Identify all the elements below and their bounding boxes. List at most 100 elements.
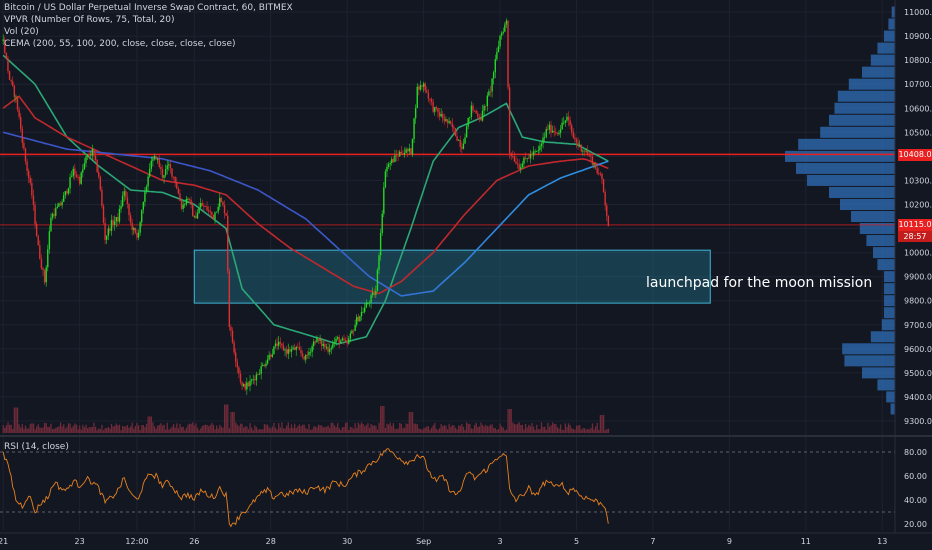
candle-body	[171, 168, 173, 177]
candle-body	[457, 139, 460, 141]
volume-bar	[142, 425, 145, 433]
candle-body	[453, 127, 455, 129]
volume-bar	[313, 426, 315, 433]
candle-body	[360, 312, 363, 317]
volume-bar	[297, 426, 299, 433]
candle-body	[426, 90, 428, 93]
candle-body	[578, 144, 581, 146]
candle-body	[201, 203, 203, 206]
volume-bar	[295, 427, 297, 433]
volume-bar	[395, 429, 398, 433]
volume-legend[interactable]: Vol (20)	[4, 27, 39, 37]
volume-bar	[144, 427, 146, 433]
vpvr-legend[interactable]: VPVR (Number Of Rows, 75, Total, 20)	[4, 15, 175, 25]
volume-bar	[558, 428, 560, 433]
candle-body	[472, 105, 474, 111]
candle-body	[214, 212, 216, 220]
volume-bar	[392, 423, 395, 433]
y-tick-label: 9500.0	[904, 369, 932, 378]
volume-bar	[445, 425, 447, 433]
candle-body	[313, 341, 315, 347]
candle-body	[384, 171, 387, 188]
candle-body	[308, 352, 310, 356]
volume-bar	[48, 426, 51, 433]
candle-body	[513, 156, 516, 162]
candle-body	[566, 116, 568, 121]
volume-bar	[163, 424, 165, 433]
volume-bar	[580, 429, 582, 433]
candle-body	[32, 195, 35, 206]
rsi-legend[interactable]: RSI (14, close)	[4, 441, 69, 453]
launchpad-zone[interactable]	[193, 249, 711, 304]
volume-profile-row	[844, 355, 895, 367]
candle-body	[254, 379, 256, 381]
candle-body	[289, 349, 291, 352]
candle-body	[152, 159, 154, 161]
volume-bar	[225, 404, 227, 433]
candle-body	[168, 164, 170, 166]
volume-bar	[203, 425, 205, 433]
volume-bar	[271, 426, 274, 433]
volume-bar	[51, 428, 54, 433]
volume-bar	[165, 429, 167, 433]
candle-body	[169, 164, 172, 169]
volume-bar	[456, 429, 458, 433]
candle-body	[500, 32, 503, 36]
volume-bar	[399, 422, 401, 433]
zone-annotation[interactable]: launchpad for the moon mission	[646, 275, 873, 291]
volume-bar	[220, 426, 223, 433]
volume-bar	[260, 429, 262, 433]
volume-bar	[32, 423, 35, 433]
volume-bar	[137, 425, 140, 433]
candle-body	[402, 153, 404, 155]
candle-body	[601, 173, 603, 180]
candle-body	[7, 58, 9, 72]
volume-bar	[200, 428, 202, 433]
candle-body	[260, 366, 262, 374]
candle-body	[356, 316, 358, 325]
candle-body	[242, 384, 245, 387]
y-tick-label: 9400.0	[904, 393, 932, 402]
x-tick-label: 26	[189, 537, 199, 546]
candle-body	[190, 199, 192, 205]
volume-bar	[599, 415, 602, 433]
candle-body	[287, 349, 289, 354]
volume-bar	[552, 422, 554, 433]
candle-body	[187, 198, 189, 200]
volume-bar	[550, 425, 552, 433]
volume-bar	[2, 424, 4, 433]
rsi-pane[interactable]	[0, 448, 895, 528]
volume-bar	[55, 427, 57, 433]
cema-legend[interactable]: CEMA (200, 55, 100, 200, close, close, c…	[4, 39, 236, 49]
volume-profile-row	[807, 174, 895, 186]
candle-body	[563, 122, 565, 124]
volume-profile-row	[890, 403, 895, 415]
candle-body	[464, 137, 466, 144]
candle-body	[8, 71, 11, 80]
candle-body	[561, 122, 563, 130]
volume-bar	[372, 425, 374, 433]
candle-body	[502, 31, 504, 33]
candle-body	[462, 143, 465, 149]
candle-body	[571, 125, 573, 133]
candle-body	[328, 349, 331, 352]
volume-profile-row	[829, 186, 895, 198]
candle-body	[27, 170, 30, 179]
volume-bar	[591, 423, 594, 433]
volume-bar	[534, 430, 536, 433]
candle-body	[438, 112, 441, 117]
candle-body	[233, 342, 235, 353]
candle-body	[223, 205, 226, 214]
horizontal-lines[interactable]	[0, 153, 895, 226]
volume-bar	[16, 407, 19, 433]
volume-bar	[179, 423, 181, 433]
candle-body	[480, 118, 482, 121]
volume-bar	[373, 425, 375, 433]
volume-bar	[478, 426, 481, 433]
candle-body	[188, 198, 191, 200]
candle-body	[599, 173, 602, 175]
candle-body	[395, 155, 398, 157]
symbol-title[interactable]: Bitcoin / US Dollar Perpetual Inverse Sw…	[4, 3, 293, 13]
volume-bar	[34, 429, 36, 433]
